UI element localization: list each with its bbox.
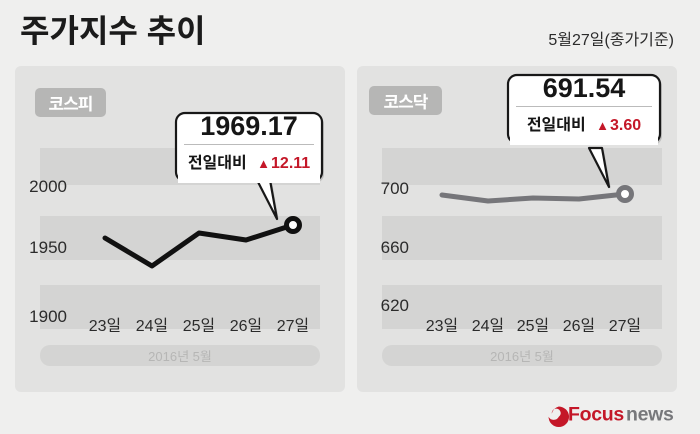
svg-text:news: news (626, 404, 674, 426)
svg-text:Focus: Focus (568, 404, 624, 426)
